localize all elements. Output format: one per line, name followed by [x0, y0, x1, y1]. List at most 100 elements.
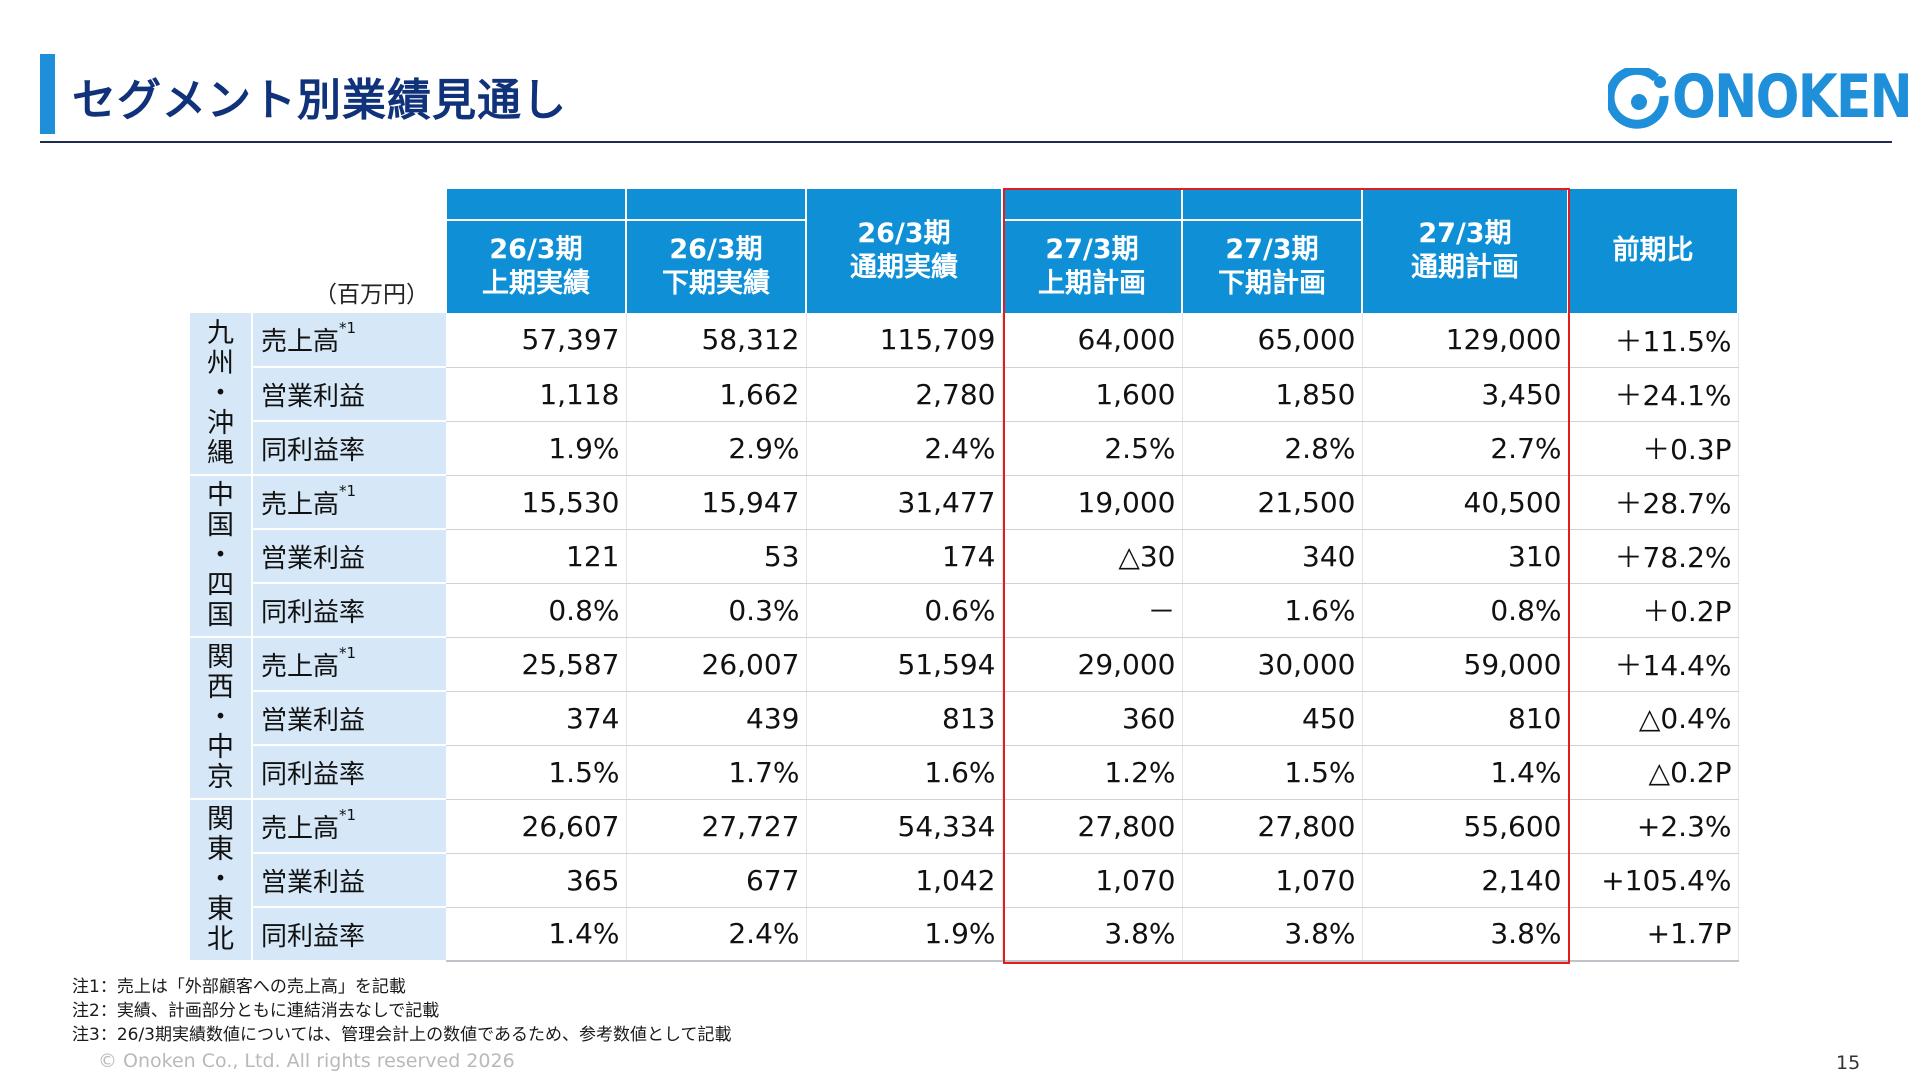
- row-label: 同利益率: [252, 745, 446, 800]
- region-char: 国: [207, 600, 234, 631]
- copyright: © Onoken Co., Ltd. All rights reserved 2…: [98, 1050, 515, 1072]
- table-row: 同利益率 1.9% 2.9% 2.4% 2.5% 2.8% 2.7% ＋0.3P: [190, 421, 1739, 476]
- table-row: 関西・中京売上高*1 25,587 26,007 51,594 29,000 30,000…: [190, 637, 1739, 800]
- table-row: 関東・東北売上高*1 26,607 27,727 54,334 27,800 27,800…: [190, 799, 1739, 962]
- value-cell: 21,500: [1182, 475, 1363, 530]
- row-label-text: 営業利益: [261, 705, 366, 736]
- row-label-text: 売上高: [261, 489, 340, 520]
- value-cell: 51,594: [806, 637, 1003, 692]
- row-label: 同利益率: [252, 907, 446, 962]
- value-cell: 2.4%: [626, 907, 807, 962]
- region-char: ・: [207, 864, 234, 895]
- value-cell: 810: [1362, 691, 1569, 746]
- value-cell: 25,587: [446, 637, 627, 692]
- yoy-cell: ＋28.7%: [1567, 475, 1739, 530]
- value-cell: 40,500: [1362, 475, 1569, 530]
- value-cell: 57,397: [446, 313, 627, 368]
- value-cell: 0.6%: [806, 583, 1003, 638]
- row-label-text: 同利益率: [261, 759, 366, 790]
- row-label: 売上高*1: [252, 799, 446, 854]
- value-cell: 27,727: [626, 799, 807, 854]
- value-cell: 58,312: [626, 313, 807, 368]
- value-cell: 1,070: [1002, 853, 1183, 908]
- region-char: 九: [207, 317, 234, 349]
- region-label: 関西・中京: [190, 637, 253, 800]
- region-label: 関東・東北: [190, 799, 253, 962]
- value-cell: 340: [1182, 529, 1363, 584]
- page-number: 15: [1836, 1052, 1861, 1074]
- col-header-26-3-h2-actual: 26/3期 下期実績: [625, 219, 807, 313]
- value-cell: 115,709: [806, 313, 1003, 368]
- col-header-26-3-full-actual: 26/3期 通期実績: [805, 189, 1003, 313]
- row-label-note: *1: [339, 319, 357, 337]
- value-cell: 2.7%: [1362, 421, 1569, 476]
- value-cell: 360: [1002, 691, 1183, 746]
- value-cell: 2,780: [806, 367, 1003, 422]
- row-label-note: *1: [339, 481, 357, 500]
- row-label: 売上高*1: [252, 313, 446, 368]
- value-cell: 174: [806, 529, 1003, 584]
- value-cell: 2.8%: [1182, 421, 1363, 476]
- value-cell: 64,000: [1002, 313, 1183, 368]
- value-cell: 1.6%: [1182, 583, 1363, 638]
- table-row: 同利益率 1.4% 2.4% 1.9% 3.8% 3.8% 3.8% +1.7P: [190, 907, 1739, 962]
- value-cell: 813: [806, 691, 1003, 746]
- table-row: 営業利益 121 53 174 △30 340 310 ＋78.2%: [190, 529, 1739, 584]
- value-cell: 1,070: [1182, 853, 1363, 908]
- value-cell: 27,800: [1182, 799, 1363, 854]
- value-cell: 1,118: [446, 367, 627, 422]
- region-char: 州: [207, 347, 234, 379]
- value-cell: 374: [446, 691, 627, 746]
- yoy-cell: +2.3%: [1567, 799, 1739, 854]
- row-label-text: 同利益率: [261, 597, 366, 628]
- region-char: 京: [207, 762, 234, 793]
- onoken-logo-icon: [1608, 68, 1669, 129]
- value-cell: 54,334: [806, 799, 1003, 854]
- row-label: 売上高*1: [252, 475, 446, 530]
- value-cell: 26,007: [626, 637, 807, 692]
- yoy-cell: ＋11.5%: [1567, 313, 1739, 368]
- row-label: 営業利益: [252, 529, 446, 584]
- region-char: 沖: [207, 407, 234, 439]
- value-cell: 439: [626, 691, 807, 746]
- header-divider: [40, 141, 1892, 143]
- value-cell: 1.5%: [446, 745, 627, 800]
- row-label-text: 営業利益: [261, 867, 366, 898]
- value-cell: 0.3%: [626, 583, 807, 638]
- value-cell: 1.9%: [806, 907, 1003, 962]
- onoken-logo-text: ONOKEN: [1672, 62, 1913, 132]
- region-char: 東: [207, 894, 234, 925]
- yoy-cell: ＋24.1%: [1567, 367, 1739, 422]
- value-cell: 65,000: [1182, 313, 1363, 368]
- value-cell: 129,000: [1362, 313, 1569, 368]
- footnote: 注3：26/3期実績数値については、管理会計上の数値であるため、参考数値として記…: [72, 1025, 732, 1045]
- value-cell: 1.4%: [446, 907, 627, 962]
- yoy-cell: △0.4%: [1567, 691, 1739, 746]
- value-cell: 1.5%: [1182, 745, 1363, 800]
- region-char: 縄: [207, 437, 234, 469]
- value-cell: 2.5%: [1002, 421, 1183, 476]
- onoken-logo: ONOKEN: [1608, 66, 1913, 129]
- value-cell: 2.4%: [806, 421, 1003, 476]
- row-label-text: 同利益率: [261, 435, 366, 466]
- row-label-text: 営業利益: [261, 543, 366, 574]
- value-cell: △30: [1002, 529, 1183, 584]
- region-char: 関: [207, 804, 234, 835]
- row-label: 営業利益: [252, 367, 446, 422]
- value-cell: 677: [626, 853, 807, 908]
- value-cell: 15,530: [446, 475, 627, 530]
- footnote: 注1：売上は「外部顧客への売上高」を記載: [72, 977, 406, 997]
- region-char: ・: [207, 377, 234, 409]
- value-cell: 0.8%: [1362, 583, 1569, 638]
- value-cell: 1.2%: [1002, 745, 1183, 800]
- value-cell: 19,000: [1002, 475, 1183, 530]
- value-cell: 450: [1182, 691, 1363, 746]
- row-label-text: 売上高: [261, 651, 340, 682]
- value-cell: 3.8%: [1182, 907, 1363, 962]
- value-cell: 1,662: [626, 367, 807, 422]
- table-row: 営業利益 1,118 1,662 2,780 1,600 1,850 3,450 ＋24.1%: [190, 367, 1739, 422]
- value-cell: 1.4%: [1362, 745, 1569, 800]
- table-row: 営業利益 374 439 813 360 450 810 △0.4%: [190, 691, 1739, 746]
- region-char: 四: [207, 570, 234, 601]
- table-row: 九州・沖縄 売上高*1 57,397 58,312 115,709 64,000 65,00…: [190, 313, 1739, 476]
